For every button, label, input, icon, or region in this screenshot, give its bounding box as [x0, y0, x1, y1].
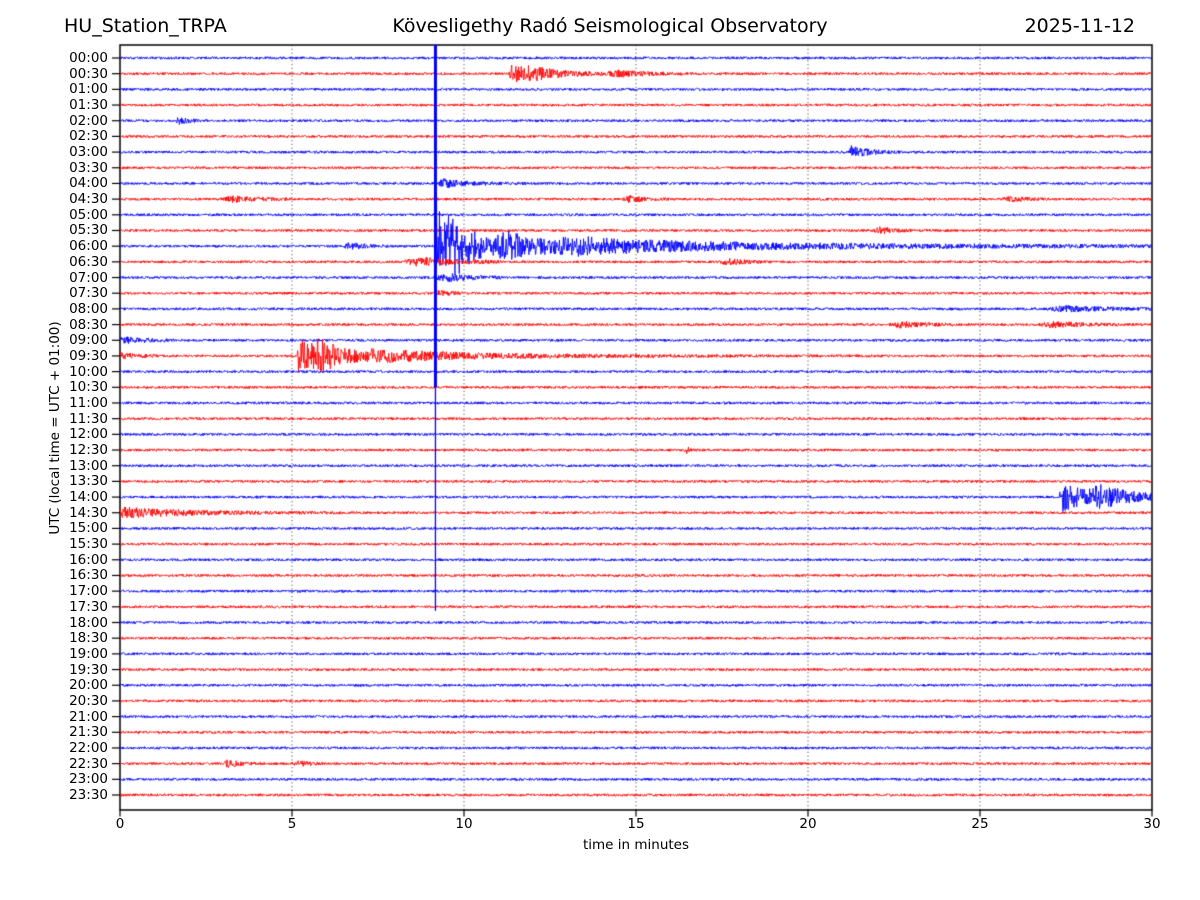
- y-tick-label: 05:30: [69, 222, 108, 239]
- y-tick-label: 09:30: [69, 347, 108, 364]
- y-tick-label: 00:30: [69, 65, 108, 82]
- y-tick-label: 19:30: [69, 661, 108, 678]
- page-title: Kövesligethy Radó Seismological Observat…: [392, 15, 828, 37]
- y-tick-label: 21:30: [69, 724, 108, 741]
- y-tick-label: 16:00: [69, 551, 108, 568]
- y-tick-label: 03:30: [69, 159, 108, 176]
- y-tick-label: 05:00: [69, 206, 108, 223]
- x-tick-label: 10: [455, 816, 473, 832]
- y-tick-label: 16:30: [69, 567, 108, 584]
- y-tick-label: 20:30: [69, 692, 108, 709]
- y-tick-label: 08:30: [69, 316, 108, 333]
- y-tick-label: 14:00: [69, 489, 108, 506]
- x-tick-label: 25: [971, 816, 989, 832]
- y-tick-label: 18:30: [69, 630, 108, 647]
- x-tick-label: 30: [1143, 816, 1161, 832]
- y-tick-label: 00:00: [69, 50, 108, 66]
- x-axis-label: time in minutes: [582, 837, 690, 853]
- y-tick-label: 07:30: [69, 285, 108, 302]
- y-tick-label: 01:00: [69, 81, 108, 98]
- y-tick-label: 10:30: [69, 379, 108, 396]
- y-tick-label: 02:00: [69, 112, 108, 129]
- y-tick-label: 15:30: [69, 536, 108, 553]
- y-tick-label: 04:30: [69, 191, 108, 208]
- x-tick-label: 15: [627, 816, 645, 832]
- y-tick-label: 09:00: [69, 332, 108, 349]
- y-tick-label: 18:00: [69, 614, 108, 631]
- y-tick-label: 20:00: [69, 677, 108, 694]
- y-tick-label: 21:00: [69, 708, 108, 725]
- y-tick-label: 14:30: [69, 504, 108, 521]
- y-tick-label: 13:30: [69, 473, 108, 490]
- y-tick-label: 10:00: [69, 363, 108, 380]
- y-tick-label: 23:00: [69, 771, 108, 788]
- y-tick-label: 12:30: [69, 442, 108, 459]
- y-tick-label: 15:00: [69, 520, 108, 537]
- y-tick-label: 17:30: [69, 598, 108, 615]
- y-tick-label: 06:00: [69, 238, 108, 255]
- y-tick-label: 07:00: [69, 269, 108, 286]
- y-tick-label: 22:30: [69, 755, 108, 772]
- y-tick-label: 01:30: [69, 97, 108, 114]
- y-tick-label: 04:00: [69, 175, 108, 192]
- y-tick-label: 17:00: [69, 583, 108, 600]
- y-tick-label: 08:00: [69, 300, 108, 317]
- y-tick-label: 11:00: [69, 394, 108, 411]
- y-tick-label: 22:00: [69, 739, 108, 756]
- y-tick-label: 11:30: [69, 410, 108, 427]
- date-label: 2025-11-12: [1024, 15, 1135, 37]
- y-tick-label: 12:00: [69, 426, 108, 443]
- y-tick-label: 06:30: [69, 253, 108, 270]
- y-tick-label: 19:00: [69, 645, 108, 662]
- y-tick-label: 02:30: [69, 128, 108, 145]
- station-label: HU_Station_TRPA: [64, 15, 227, 37]
- x-tick-label: 20: [799, 816, 817, 832]
- y-tick-label: 23:30: [69, 787, 108, 803]
- x-tick-label: 0: [115, 816, 125, 832]
- x-tick-label: 5: [287, 816, 297, 832]
- y-tick-label: 13:00: [69, 457, 108, 474]
- y-tick-label: 03:00: [69, 144, 108, 161]
